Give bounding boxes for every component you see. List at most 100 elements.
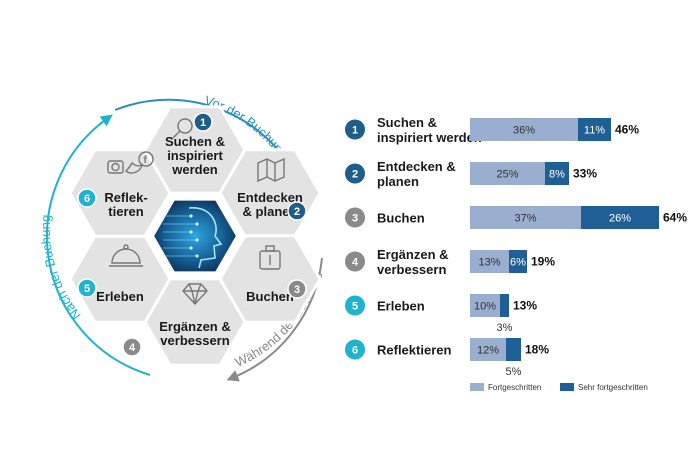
bar-value-label: 12% <box>477 345 499 357</box>
bar-value-label: 37% <box>514 213 536 225</box>
row-badge-number: 1 <box>352 125 358 137</box>
step-badge <box>193 112 213 132</box>
row-badge <box>345 339 365 360</box>
row-badge <box>345 163 365 184</box>
hexagon-label: Erleben <box>96 289 144 304</box>
step-badge <box>122 337 142 357</box>
row-badge <box>345 251 365 272</box>
bar-row-2: 2 Entdecken &planen 25% 8% 33% <box>345 159 597 189</box>
hexagon-label: Ergänzen & <box>159 319 231 334</box>
bar-value-label: 11% <box>584 125 605 137</box>
legend-item-sehr-fortgeschritten: Sehr fortgeschritten <box>560 383 648 392</box>
legend-item-fortgeschritten: Fortgeschritten <box>470 383 541 392</box>
row-badge-number: 6 <box>352 345 358 357</box>
row-badge <box>345 119 365 140</box>
social-icon: f <box>107 151 154 174</box>
row-label: Reflektieren <box>377 343 451 358</box>
legend-label: Fortgeschritten <box>488 383 541 392</box>
step-badge <box>287 201 307 221</box>
bar-value-label: 36% <box>513 125 535 137</box>
hexagon-label: inspiriert <box>167 148 223 163</box>
bar-value-label: 13% <box>478 257 500 269</box>
hexagon-step-4: Ergänzen &verbessern 4 <box>122 277 247 367</box>
bar-row-6: 6 Reflektieren 12% 5%18% <box>345 338 549 378</box>
bar-segment-fortgeschritten <box>470 338 506 361</box>
step-badge-number: 5 <box>84 283 90 295</box>
row-badge-number: 3 <box>352 213 358 225</box>
hexagon-step-3: Buchen 3 <box>218 234 322 324</box>
row-badge-number: 5 <box>352 301 358 313</box>
magnifier-icon <box>172 118 193 139</box>
hexagon-shape <box>68 148 172 238</box>
row-label: Erleben <box>377 299 425 314</box>
bar-total-label: 19% <box>531 255 555 269</box>
bar-value-label: 26% <box>609 213 631 225</box>
step-badge-number: 4 <box>129 342 136 354</box>
row-label: Suchen & <box>377 115 437 130</box>
legend-label: Sehr fortgeschritten <box>578 383 648 392</box>
bar-value-label: 8% <box>549 169 565 181</box>
row-badge-number: 2 <box>352 169 358 181</box>
bar-segment-fortgeschritten <box>470 206 581 229</box>
step-badge <box>287 279 307 299</box>
luggage-icon <box>259 245 281 270</box>
bar-total-label: 18% <box>525 343 549 357</box>
bar-row-4: 4 Ergänzen &verbessern 13% 6% 19% <box>345 247 555 277</box>
bar-total-label: 13% <box>513 299 537 313</box>
bar-segment-sehr-fortgeschritten <box>581 206 659 229</box>
row-label: inspiriert werden <box>377 130 482 145</box>
row-label: verbessern <box>377 262 446 277</box>
svg-text:f: f <box>144 155 148 166</box>
cloche-icon <box>109 244 143 267</box>
bar-segment-sehr-fortgeschritten <box>545 162 569 185</box>
hexagon-label: werden <box>171 162 218 177</box>
row-label: Entdecken & <box>377 159 456 174</box>
step-badge-number: 1 <box>200 117 206 129</box>
journey-wheel: Vor der BuchungWährend der BuchungNach d… <box>38 93 323 382</box>
bar-row-5: 5 Erleben 10%3%13% <box>345 294 537 334</box>
row-badge <box>345 295 365 316</box>
bar-total-label: 64% <box>663 211 687 225</box>
step-badge-number: 6 <box>84 193 90 205</box>
bar-value-label: 6% <box>510 257 526 269</box>
bar-segment-fortgeschritten <box>470 250 509 273</box>
bar-segment-sehr-fortgeschritten <box>500 294 509 317</box>
hexagon-label: & planen <box>243 204 298 219</box>
hexagon-label: Reflek- <box>104 190 147 205</box>
map-icon <box>257 157 285 183</box>
bar-row-3: 3 Buchen 37% 26% 64% <box>345 206 687 229</box>
step-badge <box>77 278 97 298</box>
bar-row-1: 1 Suchen &inspiriert werden 36% 11% 46% <box>345 115 639 145</box>
hexagon-label: Entdecken <box>237 190 303 205</box>
step-badge-number: 3 <box>294 284 300 296</box>
legend-swatch <box>560 383 574 391</box>
diamond-icon <box>182 283 208 306</box>
row-label: Ergänzen & <box>377 247 449 262</box>
ai-head-icon <box>151 198 239 274</box>
step-badge-number: 2 <box>294 206 300 218</box>
hexagon-step-6: f Reflek-tieren 6 <box>68 148 172 238</box>
bar-segment-fortgeschritten <box>470 118 578 141</box>
bar-value-label: 3% <box>497 322 513 334</box>
bar-segment-sehr-fortgeschritten <box>578 118 611 141</box>
row-label: Buchen <box>377 211 425 226</box>
legend-swatch <box>470 383 484 391</box>
bar-total-label: 46% <box>615 123 639 137</box>
bar-segment-fortgeschritten <box>470 162 545 185</box>
hexagon-label: Buchen <box>246 289 294 304</box>
bar-value-label: 25% <box>496 169 518 181</box>
hexagon-label: tieren <box>108 204 143 219</box>
bar-segment-sehr-fortgeschritten <box>509 250 527 273</box>
bar-total-label: 33% <box>573 167 597 181</box>
row-badge <box>345 207 365 228</box>
hexagon-label: Suchen & <box>165 134 225 149</box>
arc-after-line <box>45 114 151 376</box>
step-badge <box>77 188 97 208</box>
bar-value-label: 5% <box>506 366 522 378</box>
bar-value-label: 10% <box>474 301 496 313</box>
bar-segment-sehr-fortgeschritten <box>506 338 521 361</box>
row-label: planen <box>377 174 419 189</box>
bar-segment-fortgeschritten <box>470 294 500 317</box>
